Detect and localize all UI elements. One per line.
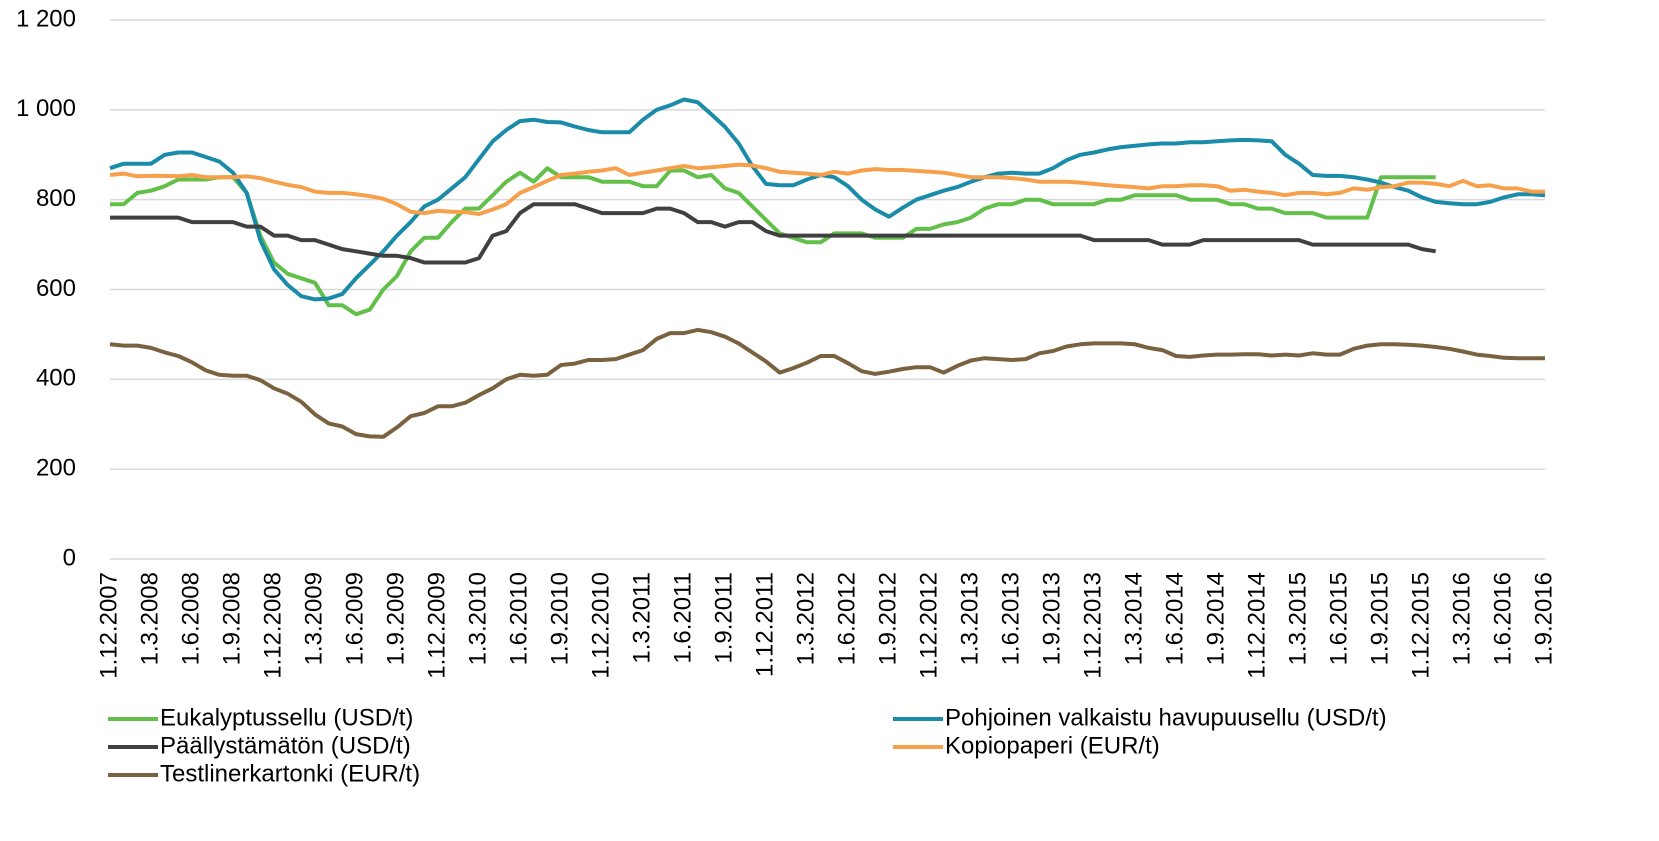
x-tick-label: 1.12.2011: [751, 572, 778, 677]
x-tick-label: 1.6.2008: [177, 572, 204, 665]
y-tick-label: 800: [36, 185, 76, 212]
x-tick-label: 1.6.2016: [1489, 572, 1516, 665]
y-tick-label: 0: [63, 544, 76, 571]
y-tick-label: 1 000: [16, 95, 76, 122]
x-tick-label: 1.3.2009: [300, 572, 327, 665]
x-tick-label: 1.9.2010: [546, 572, 573, 665]
x-tick-label: 1.6.2014: [1161, 572, 1188, 665]
legend-label: Testlinerkartonki (EUR/t): [160, 760, 420, 787]
x-tick-label: 1.6.2012: [833, 572, 860, 665]
y-tick-label: 200: [36, 455, 76, 482]
x-tick-label: 1.12.2010: [587, 572, 614, 679]
x-tick-label: 1.12.2014: [1243, 572, 1270, 679]
legend-label: Eukalyptussellu (USD/t): [160, 704, 413, 731]
x-tick-label: 1.9.2012: [874, 572, 901, 665]
x-tick-label: 1.12.2008: [259, 572, 286, 679]
legend-label: Pohjoinen valkaistu havupuusellu (USD/t): [945, 704, 1387, 731]
x-tick-label: 1.3.2008: [136, 572, 163, 665]
series-line: [109, 97, 1546, 302]
x-tick-label: 1.3.2012: [792, 572, 819, 665]
x-tick-label: 1.12.2009: [423, 572, 450, 679]
x-tick-label: 1.3.2011: [628, 572, 655, 664]
x-tick-label: 1.12.2015: [1407, 572, 1434, 679]
series-line: [110, 166, 1436, 317]
x-tick-label: 1.12.2012: [915, 572, 942, 679]
x-tick-label: 1.9.2008: [218, 572, 245, 665]
x-tick-label: 1.12.2013: [1079, 572, 1106, 679]
x-tick-label: 1.3.2013: [956, 572, 983, 665]
series-line: [110, 202, 1437, 265]
legend-label: Päällystämätön (USD/t): [160, 732, 411, 759]
x-tick-label: 1.3.2015: [1284, 572, 1311, 665]
y-tick-label: 1 200: [16, 5, 76, 32]
y-tick-label: 400: [36, 365, 76, 392]
x-tick-label: 1.9.2014: [1202, 572, 1229, 665]
x-tick-label: 1.9.2016: [1530, 572, 1557, 665]
x-tick-label: 1.12.2007: [95, 572, 122, 679]
x-tick-label: 1.3.2010: [464, 572, 491, 665]
x-tick-label: 1.9.2015: [1366, 572, 1393, 665]
x-tick-label: 1.3.2016: [1448, 572, 1475, 665]
x-tick-label: 1.3.2014: [1120, 572, 1147, 665]
y-tick-label: 600: [36, 275, 76, 302]
x-tick-label: 1.6.2010: [505, 572, 532, 665]
x-tick-label: 1.6.2009: [341, 572, 368, 665]
x-tick-label: 1.6.2015: [1325, 572, 1352, 665]
x-tick-label: 1.9.2013: [1038, 572, 1065, 665]
x-tick-label: 1.6.2013: [997, 572, 1024, 665]
series-line: [109, 162, 1545, 216]
series-line: [109, 327, 1545, 439]
x-tick-label: 1.6.2011: [669, 572, 696, 664]
x-tick-label: 1.9.2011: [710, 572, 737, 664]
legend-label: Kopiopaperi (EUR/t): [945, 732, 1160, 759]
x-tick-label: 1.9.2009: [382, 572, 409, 665]
